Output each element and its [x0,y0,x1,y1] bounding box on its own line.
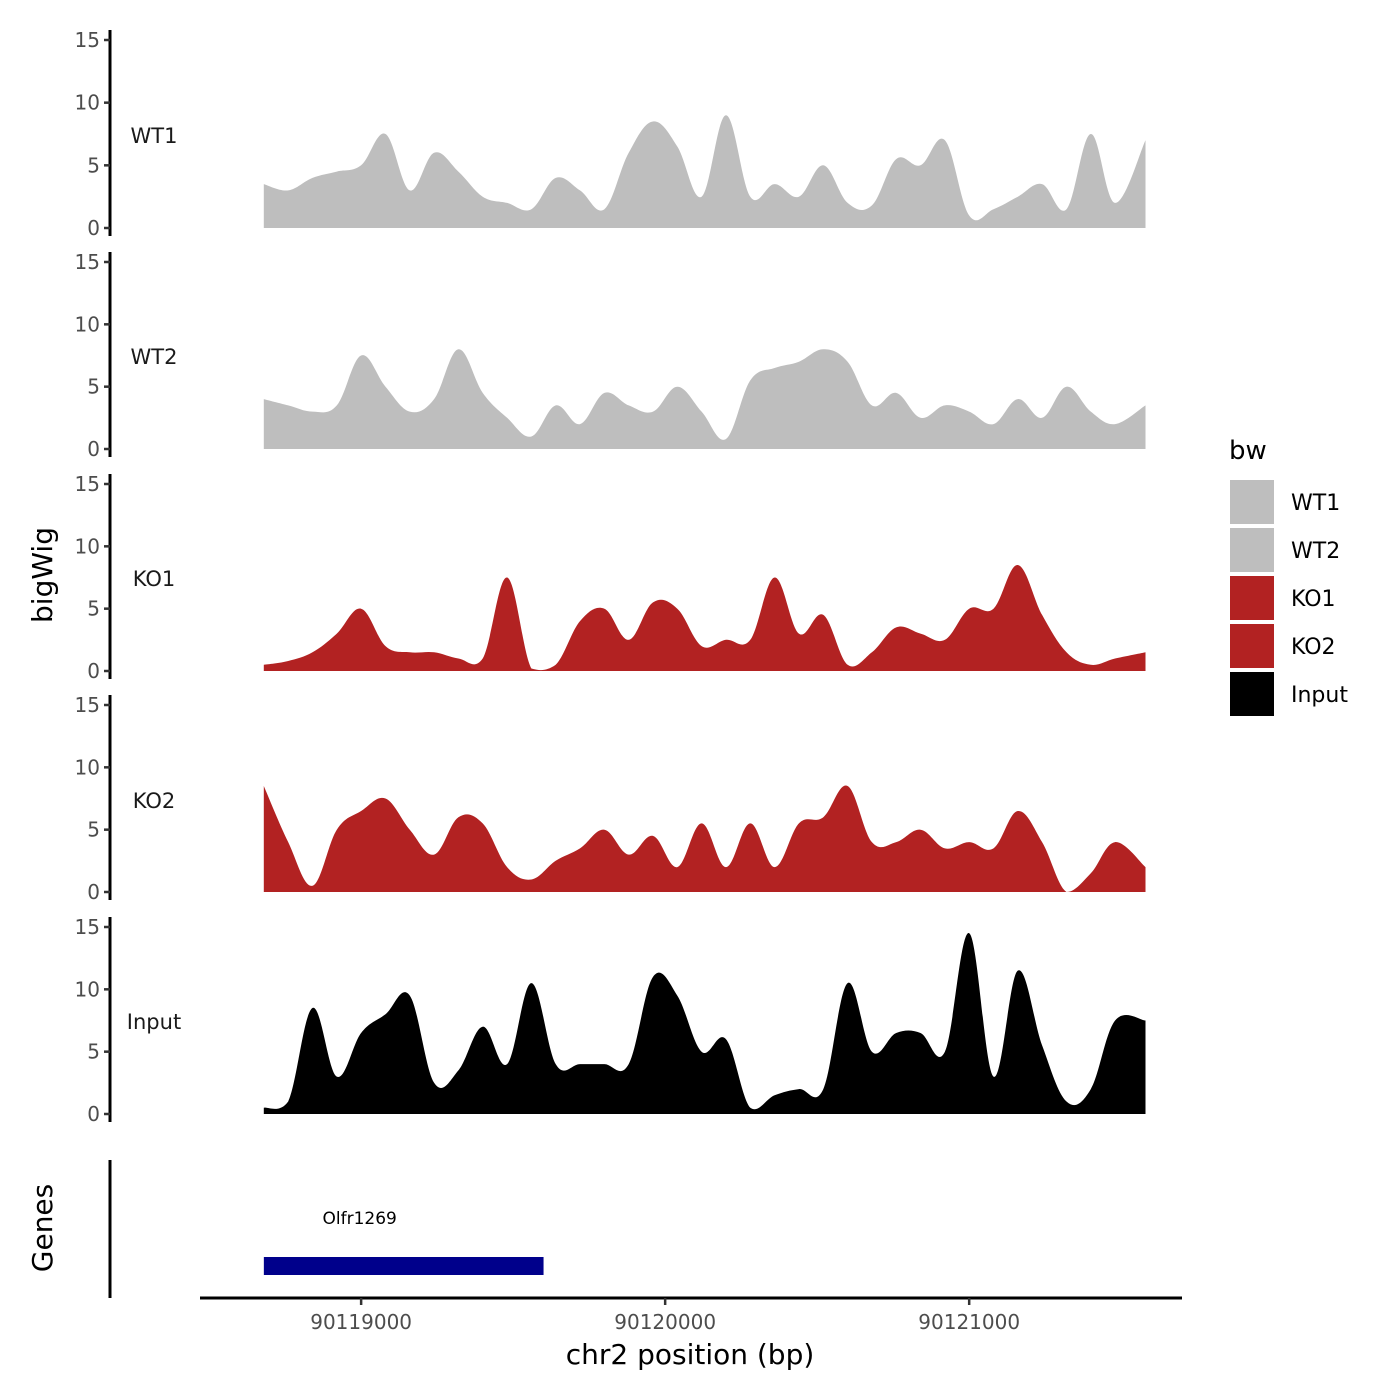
legend-label-wt1: WT1 [1291,491,1340,516]
genes-panel-title: Genes [26,1184,59,1272]
track-label-ko2: KO2 [133,789,176,813]
y-tick-label-ko1: 0 [87,659,100,683]
y-tick-label-wt1: 5 [87,153,100,177]
x-tick-label: 90120000 [614,1310,716,1334]
coverage-area-wt1 [263,115,1146,228]
y-tick-label-wt2: 5 [87,375,100,399]
track-label-input: Input [127,1010,181,1034]
track-ko2: 0 5 10 15 KO2 [75,693,1146,904]
coverage-area-input [263,933,1146,1114]
legend-label-input: Input [1291,683,1348,708]
y-tick-label-ko1: 5 [87,597,100,621]
legend-label-wt2: WT2 [1291,539,1340,564]
legend-label-ko2: KO2 [1291,635,1336,660]
gene-bar-olfr1269 [263,1257,544,1275]
x-tick-label: 90121000 [918,1310,1020,1334]
y-tick-label-input: 5 [87,1040,100,1064]
genes-panel: Olfr1269 [108,1160,544,1298]
coverage-area-wt2 [263,349,1146,449]
y-tick-label-input: 10 [75,977,100,1001]
legend: bw WT1 WT2 KO1 KO2 Input [1229,436,1348,716]
track-label-wt1: WT1 [131,124,178,148]
y-tick-label-wt1: 0 [87,216,100,240]
y-tick-label-ko2: 0 [87,880,100,904]
track-wt2: 0 5 10 15 WT2 [75,250,1146,461]
y-tick-label-input: 0 [87,1102,100,1126]
coverage-area-ko2 [263,785,1146,892]
legend-swatch-ko1 [1230,576,1274,620]
legend-title: bw [1229,436,1267,466]
track-label-ko1: KO1 [133,567,176,591]
legend-swatch-input [1230,672,1274,716]
legend-swatch-wt1 [1230,480,1274,524]
x-tick-label: 90119000 [310,1310,412,1334]
track-wt1: 0 5 10 15 WT1 [75,28,1146,240]
y-tick-label-wt2: 10 [75,312,100,336]
legend-swatch-ko2 [1230,624,1274,668]
tracks-layer: 0 5 10 15 WT1 0 5 10 15 WT2 0 5 10 15 KO1 0 5 10 15 KO2 0 5 10… [75,28,1146,1126]
y-tick-label-wt2: 15 [75,250,100,274]
y-tick-label-wt2: 0 [87,437,100,461]
legend-swatch-wt2 [1230,528,1274,572]
y-tick-label-ko2: 15 [75,693,100,717]
y-tick-label-ko2: 5 [87,818,100,842]
y-tick-label-ko1: 10 [75,534,100,558]
y-axis-title: bigWig [26,527,59,623]
y-tick-label-ko2: 10 [75,755,100,779]
y-tick-label-wt1: 10 [75,91,100,115]
track-ko1: 0 5 10 15 KO1 [75,472,1146,683]
x-axis-title: chr2 position (bp) [566,1338,815,1371]
x-axis: 90119000 90120000 90121000 [200,1296,1182,1334]
y-tick-label-ko1: 15 [75,472,100,496]
track-label-wt2: WT2 [131,345,178,369]
gene-label-olfr1269: Olfr1269 [323,1209,397,1229]
coverage-area-ko1 [263,564,1146,671]
y-tick-label-input: 15 [75,915,100,939]
y-tick-label-wt1: 15 [75,28,100,52]
legend-label-ko1: KO1 [1291,587,1336,612]
track-input: 0 5 10 15 Input [75,915,1146,1126]
